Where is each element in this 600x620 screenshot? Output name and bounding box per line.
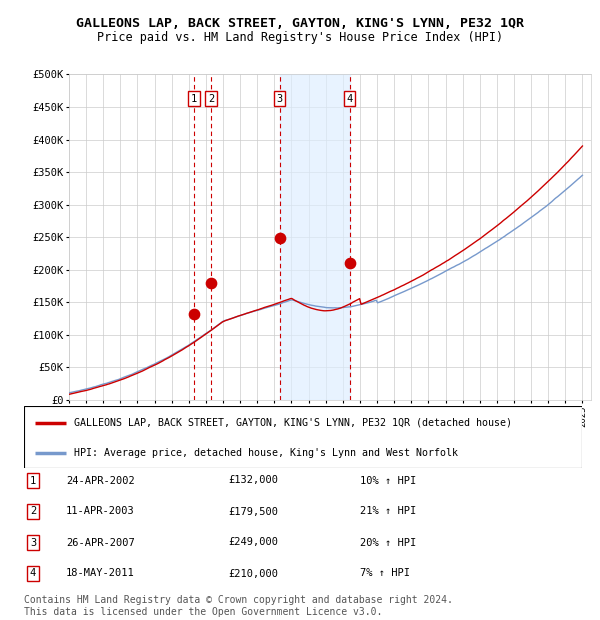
Bar [280,74,350,400]
Text: £249,000: £249,000 [228,538,278,547]
Point [189,309,199,319]
Text: £210,000: £210,000 [228,569,278,578]
Text: Contains HM Land Registry data © Crown copyright and database right 2024.
This d: Contains HM Land Registry data © Crown c… [24,595,453,617]
Point [345,258,355,268]
Text: 1: 1 [191,94,197,104]
Text: 20% ↑ HPI: 20% ↑ HPI [360,538,416,547]
Text: 26-APR-2007: 26-APR-2007 [66,538,135,547]
Text: 18-MAY-2011: 18-MAY-2011 [66,569,135,578]
Text: GALLEONS LAP, BACK STREET, GAYTON, KING'S LYNN, PE32 1QR (detached house): GALLEONS LAP, BACK STREET, GAYTON, KING'… [74,418,512,428]
Text: £132,000: £132,000 [228,476,278,485]
Text: 3: 3 [277,94,283,104]
Text: HPI: Average price, detached house, King's Lynn and West Norfolk: HPI: Average price, detached house, King… [74,448,458,458]
Text: Price paid vs. HM Land Registry's House Price Index (HPI): Price paid vs. HM Land Registry's House … [97,31,503,44]
Text: 2: 2 [30,507,36,516]
Point [206,278,216,288]
Text: 24-APR-2002: 24-APR-2002 [66,476,135,485]
Text: GALLEONS LAP, BACK STREET, GAYTON, KING'S LYNN, PE32 1QR: GALLEONS LAP, BACK STREET, GAYTON, KING'… [76,17,524,30]
Text: 21% ↑ HPI: 21% ↑ HPI [360,507,416,516]
Text: 4: 4 [30,569,36,578]
Point [275,233,284,243]
Text: 10% ↑ HPI: 10% ↑ HPI [360,476,416,485]
Text: 7% ↑ HPI: 7% ↑ HPI [360,569,410,578]
Text: 3: 3 [30,538,36,547]
Text: 1: 1 [30,476,36,485]
Text: 4: 4 [347,94,353,104]
Text: 11-APR-2003: 11-APR-2003 [66,507,135,516]
Text: £179,500: £179,500 [228,507,278,516]
Text: 2: 2 [208,94,214,104]
